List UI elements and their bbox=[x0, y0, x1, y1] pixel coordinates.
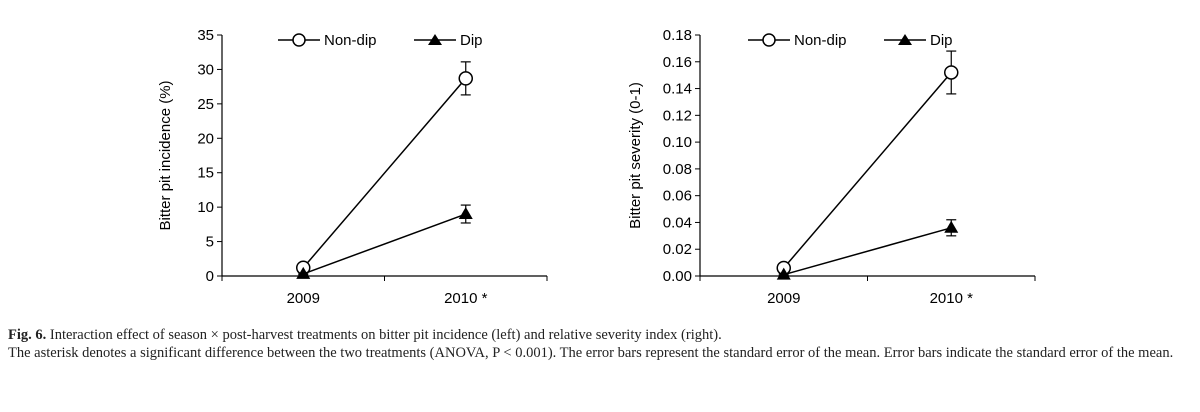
legend-item: Dip bbox=[414, 32, 483, 49]
incidence-chart: 0 5 10 15 20 25 30 35 2009 2010 * Bitter pit incid… bbox=[157, 27, 548, 307]
caption-label: Fig. 6. bbox=[8, 327, 47, 343]
figure-caption: Fig. 6. Interaction effect of season × p… bbox=[8, 326, 1188, 362]
legend-marker bbox=[292, 33, 306, 47]
severity-chart: 0.00 0.02 0.04 0.06 0.08 0.10 0.12 0.14 0.16 0.18… bbox=[627, 27, 1036, 307]
legend-label: Dip bbox=[460, 32, 483, 49]
y-tick-label: 0.06 bbox=[663, 188, 692, 205]
y-tick-label: 0.10 bbox=[663, 134, 692, 151]
legend: Non-dip Dip bbox=[748, 32, 953, 49]
y-tick-label: 0.08 bbox=[663, 161, 692, 178]
legend-marker bbox=[762, 33, 776, 47]
y-tick-label: 0.04 bbox=[663, 214, 692, 231]
y-axis-label: Bitter pit incidence (%) bbox=[157, 80, 174, 230]
y-tick-label: 0 bbox=[206, 268, 214, 285]
data-point bbox=[944, 65, 959, 80]
data-point bbox=[458, 207, 473, 220]
y-tick-label: 20 bbox=[197, 130, 214, 147]
y-tick-label: 0.02 bbox=[663, 241, 692, 258]
y-tick-label: 25 bbox=[197, 96, 214, 113]
legend-label: Dip bbox=[930, 32, 953, 49]
data-point bbox=[776, 267, 791, 280]
y-tick-label: 0.14 bbox=[663, 81, 692, 98]
series-line bbox=[783, 227, 952, 276]
data-point bbox=[296, 266, 311, 279]
series-line bbox=[302, 213, 467, 275]
y-tick-label: 5 bbox=[206, 234, 214, 251]
y-tick-label: 15 bbox=[197, 165, 214, 182]
data-point bbox=[458, 71, 473, 86]
y-tick-label: 0.18 bbox=[663, 27, 692, 44]
legend-marker bbox=[428, 34, 442, 45]
caption-title: Interaction effect of season × post-harv… bbox=[49, 327, 722, 343]
y-tick-label: 0.16 bbox=[663, 54, 692, 71]
y-tick-label: 30 bbox=[197, 61, 214, 78]
y-tick-label: 10 bbox=[197, 199, 214, 216]
x-tick-label: 2010 * bbox=[930, 290, 974, 307]
series-non-dip bbox=[776, 50, 959, 276]
y-tick-label: 35 bbox=[197, 27, 214, 44]
series-non-dip bbox=[296, 61, 473, 275]
legend-item: Non-dip bbox=[748, 32, 847, 49]
data-point bbox=[944, 220, 959, 233]
x-tick-label: 2010 * bbox=[444, 290, 488, 307]
x-tick-label: 2009 bbox=[767, 290, 800, 307]
y-tick-label: 0.12 bbox=[663, 107, 692, 124]
y-axis-label: Bitter pit severity (0-1) bbox=[627, 82, 644, 229]
legend-item: Non-dip bbox=[278, 32, 377, 49]
y-tick-label: 0.00 bbox=[663, 268, 692, 285]
legend-label: Non-dip bbox=[794, 32, 847, 49]
series-dip bbox=[776, 219, 959, 280]
legend-item: Dip bbox=[884, 32, 953, 49]
x-tick-label: 2009 bbox=[287, 290, 320, 307]
series-line bbox=[302, 77, 467, 269]
legend-label: Non-dip bbox=[324, 32, 377, 49]
caption-line-2: The asterisk denotes a significant diffe… bbox=[8, 345, 1174, 361]
series-dip bbox=[296, 204, 473, 279]
series-line bbox=[783, 72, 952, 269]
legend-marker bbox=[898, 34, 912, 45]
legend: Non-dip Dip bbox=[278, 32, 483, 49]
caption-line-1: Fig. 6. Interaction effect of season × p… bbox=[8, 326, 1188, 344]
